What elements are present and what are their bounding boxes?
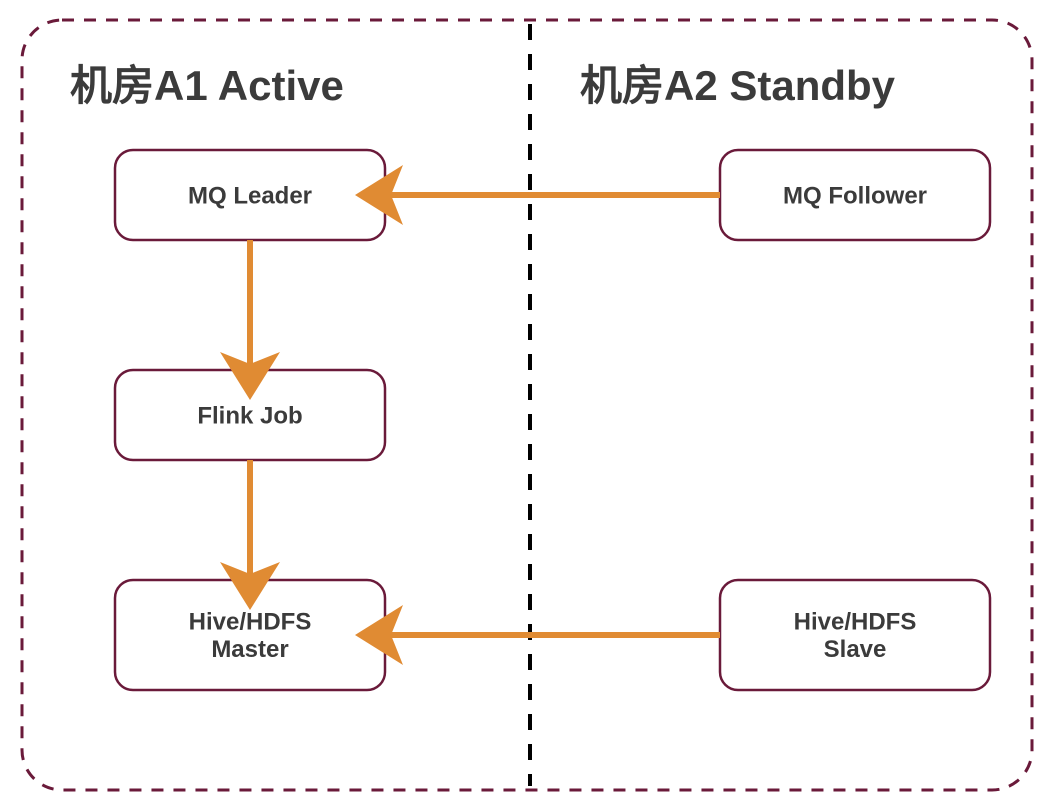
architecture-diagram: 机房A1 Active 机房A2 Standby MQ Leader Flink … bbox=[0, 0, 1054, 808]
node-hive-master: Hive/HDFSMaster bbox=[115, 580, 385, 690]
nodes-group: MQ Leader Flink Job Hive/HDFSMaster MQ Foll… bbox=[115, 150, 990, 690]
node-label: MQ Leader bbox=[188, 182, 312, 209]
node-mq-follower: MQ Follower bbox=[720, 150, 990, 240]
node-flink-job: Flink Job bbox=[115, 370, 385, 460]
node-mq-leader: MQ Leader bbox=[115, 150, 385, 240]
title-active: 机房A1 Active bbox=[70, 62, 344, 109]
node-label: Flink Job bbox=[197, 402, 302, 429]
node-label: MQ Follower bbox=[783, 182, 927, 209]
node-hive-slave: Hive/HDFSSlave bbox=[720, 580, 990, 690]
title-standby: 机房A2 Standby bbox=[580, 62, 896, 109]
